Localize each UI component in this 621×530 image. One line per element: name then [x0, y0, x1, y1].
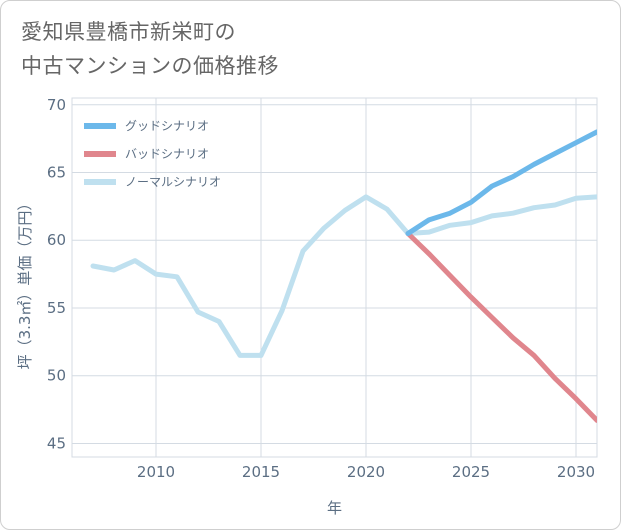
y-tick-label: 60 [47, 231, 66, 249]
legend-label-1: バッドシナリオ [125, 147, 209, 161]
legend-label-2: ノーマルシナリオ [125, 175, 221, 189]
y-tick-label: 65 [47, 164, 66, 182]
series-line-1 [405, 231, 597, 423]
x-tick-label: 2010 [137, 463, 175, 481]
x-tick-label: 2020 [347, 463, 385, 481]
x-tick-label: 2025 [452, 463, 490, 481]
chart-title-line-2: 中古マンションの価格推移 [21, 54, 279, 78]
y-tick-label: 50 [47, 367, 66, 385]
plot-area-frame [71, 97, 598, 458]
y-tick-label: 55 [47, 299, 66, 317]
chart-title: 愛知県豊橋市新栄町の 中古マンションの価格推移 [21, 15, 279, 83]
x-tick-label: 2015 [242, 463, 280, 481]
y-tick-label: 45 [47, 434, 66, 452]
series-line-0 [405, 129, 597, 236]
legend-label-0: グッドシナリオ [125, 119, 209, 133]
x-tick-label: 2030 [557, 463, 595, 481]
y-tick-label: 70 [47, 96, 66, 114]
y-axis-label: 坪（3.3㎡）単価（万円） [16, 196, 34, 370]
x-axis-label: 年 [327, 499, 342, 517]
chart-title-line-1: 愛知県豊橋市新栄町の [21, 20, 236, 44]
series-line-2 [90, 194, 597, 358]
